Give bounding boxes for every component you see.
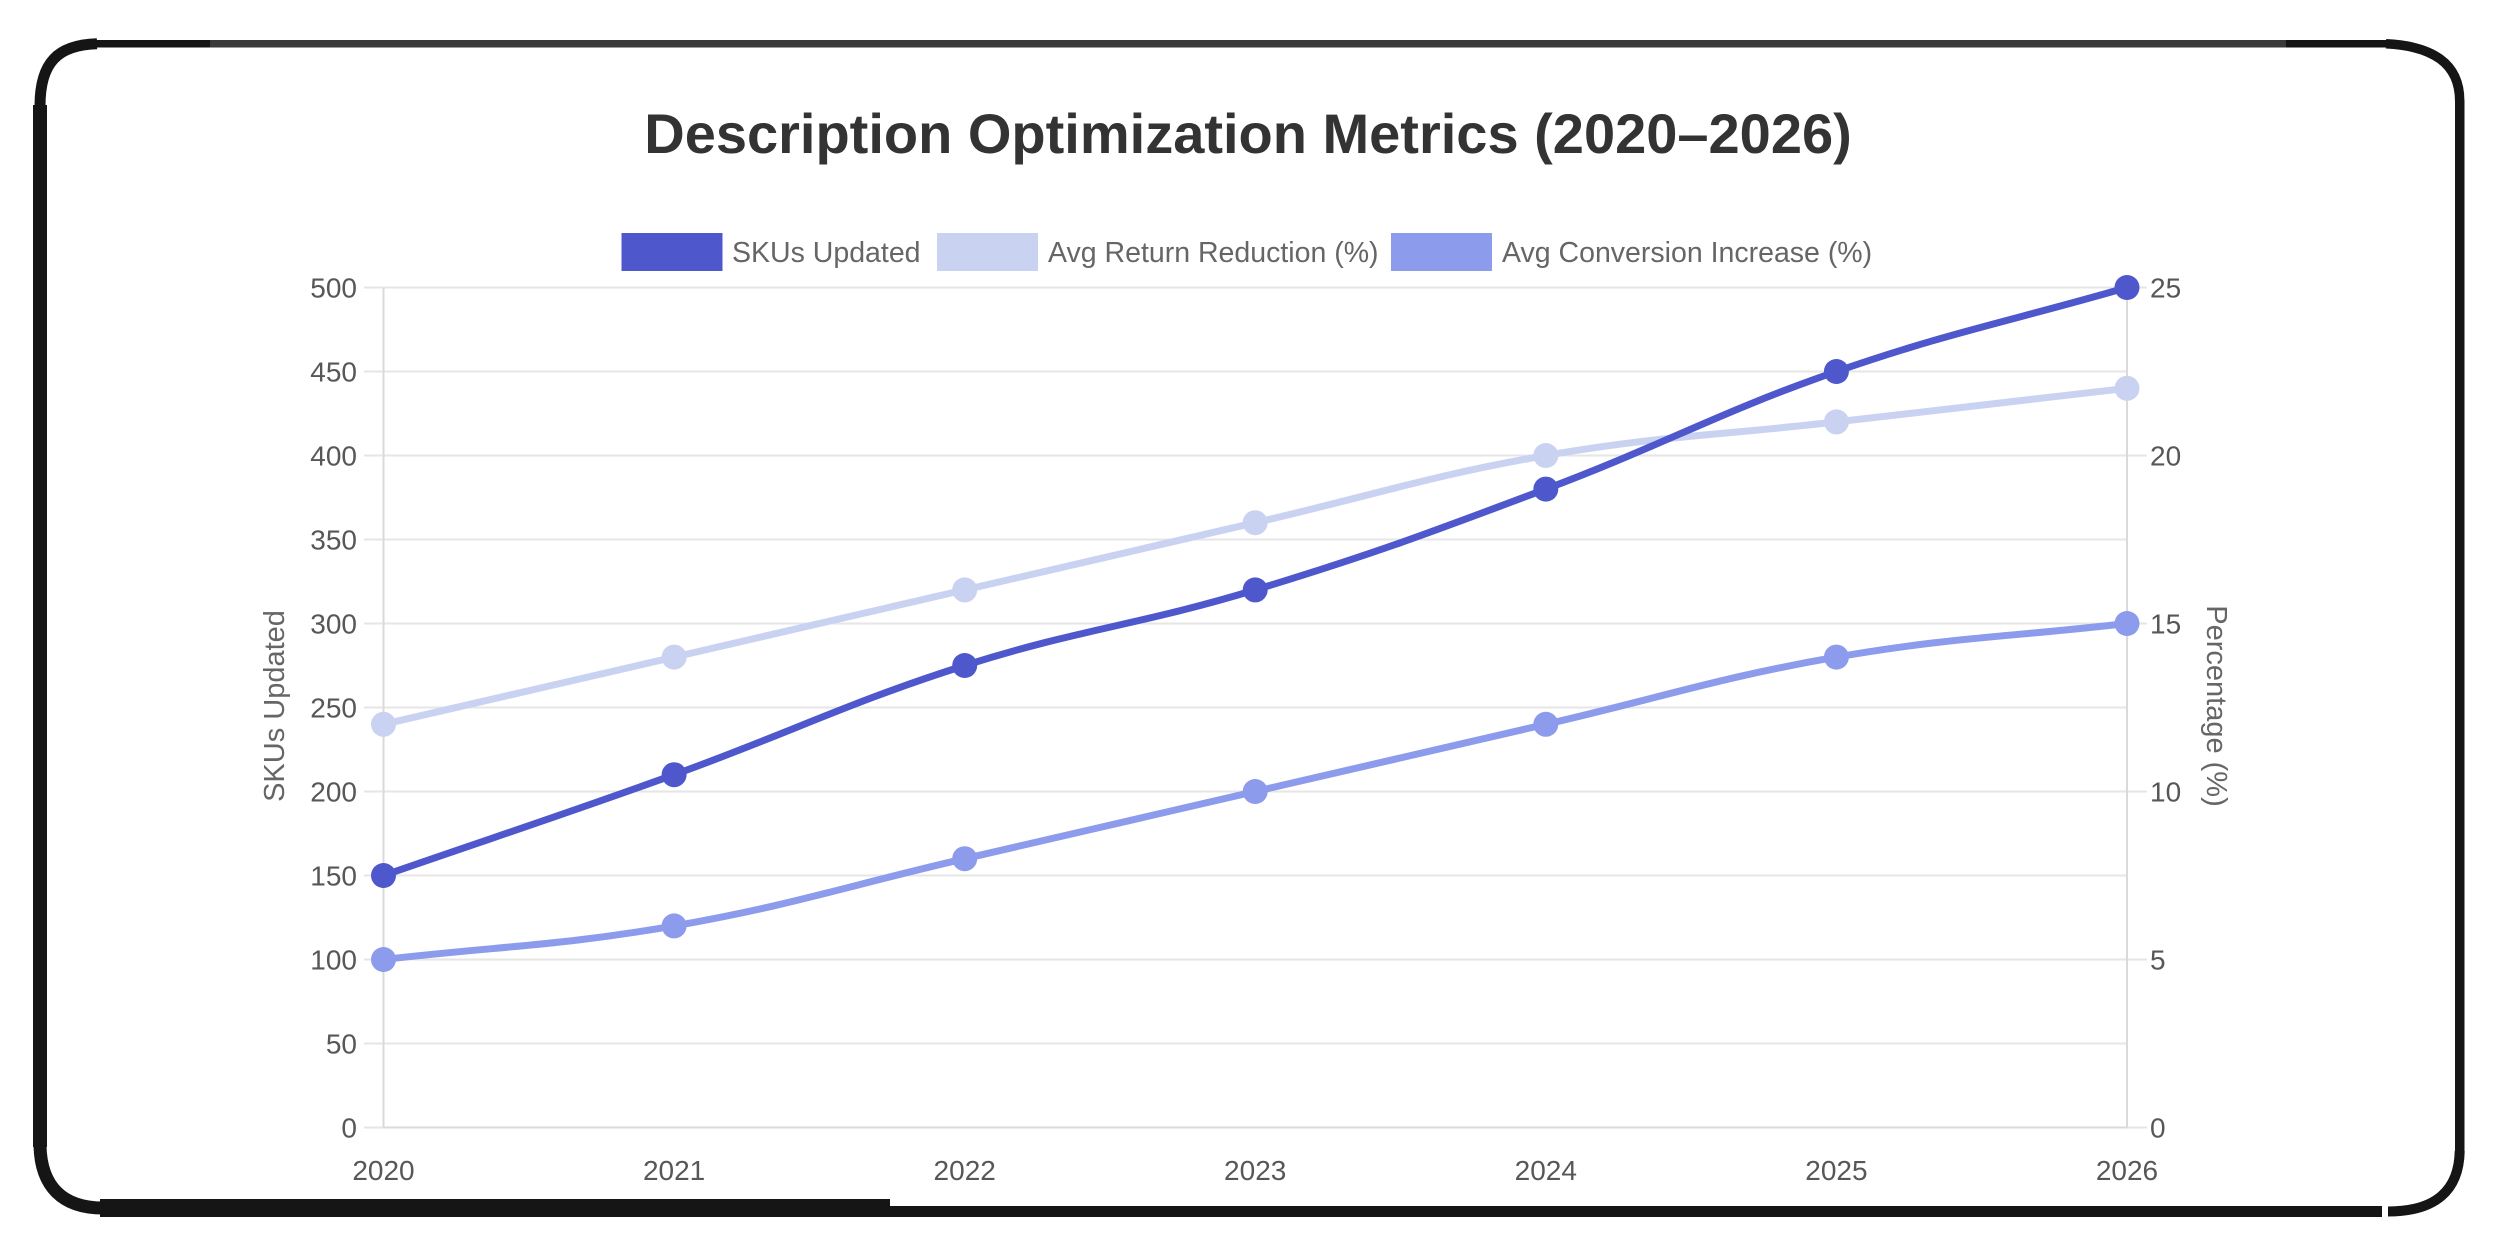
svg-text:0: 0 bbox=[341, 1113, 357, 1144]
svg-text:SKUs Updated: SKUs Updated bbox=[732, 237, 921, 269]
svg-text:500: 500 bbox=[310, 273, 357, 304]
svg-text:350: 350 bbox=[310, 525, 357, 556]
svg-text:250: 250 bbox=[310, 693, 357, 724]
svg-text:10: 10 bbox=[2150, 777, 2181, 808]
svg-text:2022: 2022 bbox=[934, 1155, 996, 1186]
svg-text:400: 400 bbox=[310, 441, 357, 472]
svg-text:2025: 2025 bbox=[1805, 1155, 1867, 1186]
svg-text:Avg Conversion Increase (%): Avg Conversion Increase (%) bbox=[1502, 237, 1872, 269]
svg-text:0: 0 bbox=[2150, 1113, 2166, 1144]
svg-text:Description Optimization Metri: Description Optimization Metrics (2020–2… bbox=[644, 102, 1852, 165]
svg-text:Avg Return Reduction (%): Avg Return Reduction (%) bbox=[1048, 237, 1379, 269]
svg-text:20: 20 bbox=[2150, 441, 2181, 472]
svg-text:5: 5 bbox=[2150, 945, 2166, 976]
svg-text:2020: 2020 bbox=[352, 1155, 414, 1186]
svg-text:150: 150 bbox=[310, 861, 357, 892]
svg-text:2024: 2024 bbox=[1515, 1155, 1577, 1186]
svg-text:2023: 2023 bbox=[1224, 1155, 1286, 1186]
svg-text:300: 300 bbox=[310, 609, 357, 640]
svg-text:50: 50 bbox=[326, 1029, 357, 1060]
svg-text:2026: 2026 bbox=[2096, 1155, 2158, 1186]
svg-text:Percentage (%): Percentage (%) bbox=[2200, 605, 2232, 807]
svg-text:100: 100 bbox=[310, 945, 357, 976]
svg-text:450: 450 bbox=[310, 357, 357, 388]
svg-text:2021: 2021 bbox=[643, 1155, 705, 1186]
svg-text:25: 25 bbox=[2150, 273, 2181, 304]
svg-text:SKUs Updated: SKUs Updated bbox=[259, 610, 291, 802]
svg-text:15: 15 bbox=[2150, 609, 2181, 640]
svg-text:200: 200 bbox=[310, 777, 357, 808]
